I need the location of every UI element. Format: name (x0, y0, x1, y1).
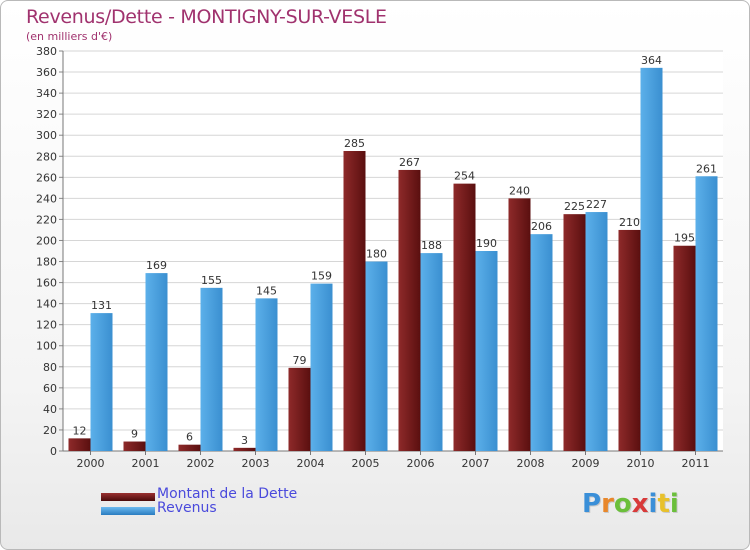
bar-revenus (420, 253, 443, 451)
data-label-revenus: 180 (366, 248, 387, 261)
y-tick-label: 200 (36, 234, 57, 247)
bar-revenus (310, 283, 333, 451)
data-label-revenus: 145 (256, 284, 277, 297)
x-tick-label: 2007 (462, 457, 490, 470)
y-tick-label: 380 (36, 45, 57, 58)
y-tick-label: 240 (36, 192, 57, 205)
data-label-revenus: 261 (696, 162, 717, 175)
data-label-revenus: 227 (586, 198, 607, 211)
logo-letter: x (631, 489, 649, 519)
legend-label-revenus: Revenus (157, 500, 217, 516)
y-tick-label: 260 (36, 171, 57, 184)
legend-label-dette: Montant de la Dette (157, 486, 298, 502)
x-tick-label: 2009 (572, 457, 600, 470)
y-tick-label: 180 (36, 256, 57, 269)
bar-revenus (365, 261, 388, 451)
bar-dette (343, 151, 366, 451)
bar-dette (508, 198, 531, 451)
bar-revenus (530, 234, 553, 451)
bar-dette (178, 444, 201, 451)
bar-revenus (585, 212, 608, 451)
x-tick-label: 2000 (77, 457, 105, 470)
y-tick-label: 100 (36, 340, 57, 353)
y-tick-label: 140 (36, 298, 57, 311)
data-label-dette: 254 (454, 170, 475, 183)
y-tick-label: 120 (36, 319, 57, 332)
legend-swatch-revenus (101, 507, 155, 515)
bar-revenus (90, 313, 113, 451)
bar-revenus (200, 287, 223, 451)
y-tick-label: 40 (43, 403, 57, 416)
data-label-dette: 240 (509, 184, 530, 197)
logo-letter: o (613, 489, 632, 519)
logo-letter: P (582, 489, 602, 519)
x-tick-label: 2011 (682, 457, 710, 470)
bar-revenus (640, 67, 663, 451)
data-label-dette: 6 (186, 431, 193, 444)
bar-revenus (255, 298, 278, 451)
data-label-dette: 79 (293, 354, 307, 367)
y-tick-label: 80 (43, 361, 57, 374)
bar-revenus (145, 273, 168, 451)
y-tick-label: 160 (36, 277, 57, 290)
y-tick-label: 60 (43, 382, 57, 395)
bar-dette (68, 438, 91, 451)
data-label-revenus: 364 (641, 54, 662, 67)
x-tick-label: 2002 (187, 457, 215, 470)
data-label-revenus: 159 (311, 270, 332, 283)
x-tick-label: 2010 (627, 457, 655, 470)
y-tick-label: 280 (36, 150, 57, 163)
bar-revenus (695, 176, 718, 451)
data-label-revenus: 169 (146, 259, 167, 272)
y-tick-label: 20 (43, 424, 57, 437)
data-label-dette: 195 (674, 232, 695, 245)
bar-dette (398, 169, 421, 451)
proxiti-logo: Proxiti (582, 489, 679, 519)
logo-letter: i (669, 489, 679, 519)
x-tick-label: 2003 (242, 457, 270, 470)
chart-subtitle: (en milliers d'€) (26, 30, 113, 43)
bar-dette (563, 214, 586, 451)
data-label-revenus: 206 (531, 220, 552, 233)
logo-letter: r (601, 489, 614, 519)
logo-letter: i (648, 489, 658, 519)
data-label-revenus: 131 (91, 299, 112, 312)
bar-dette (123, 441, 146, 451)
x-tick-label: 2004 (297, 457, 325, 470)
bar-dette (288, 367, 311, 451)
y-tick-label: 320 (36, 108, 57, 121)
data-label-revenus: 155 (201, 274, 222, 287)
data-label-dette: 12 (73, 424, 87, 437)
data-label-dette: 3 (241, 434, 248, 447)
y-tick-label: 220 (36, 213, 57, 226)
x-tick-label: 2005 (352, 457, 380, 470)
legend-swatch-dette (101, 493, 155, 501)
y-tick-label: 360 (36, 66, 57, 79)
x-tick-label: 2001 (132, 457, 160, 470)
plot-area (63, 51, 723, 451)
bar-revenus (475, 251, 498, 451)
data-label-revenus: 190 (476, 237, 497, 250)
data-label-dette: 225 (564, 200, 585, 213)
data-label-dette: 9 (131, 428, 138, 441)
y-tick-label: 0 (50, 445, 57, 458)
data-label-dette: 210 (619, 216, 640, 229)
data-label-dette: 285 (344, 137, 365, 150)
data-label-dette: 267 (399, 156, 420, 169)
x-tick-label: 2006 (407, 457, 435, 470)
x-tick-label: 2008 (517, 457, 545, 470)
y-tick-label: 300 (36, 129, 57, 142)
bar-dette (673, 245, 696, 451)
data-label-revenus: 188 (421, 239, 442, 252)
logo-letter: t (657, 489, 670, 519)
y-tick-label: 340 (36, 87, 57, 100)
bar-dette (618, 229, 641, 451)
chart-title: Revenus/Dette - MONTIGNY-SUR-VESLE (26, 6, 387, 28)
bar-dette (453, 183, 476, 451)
bar-dette (233, 447, 256, 451)
